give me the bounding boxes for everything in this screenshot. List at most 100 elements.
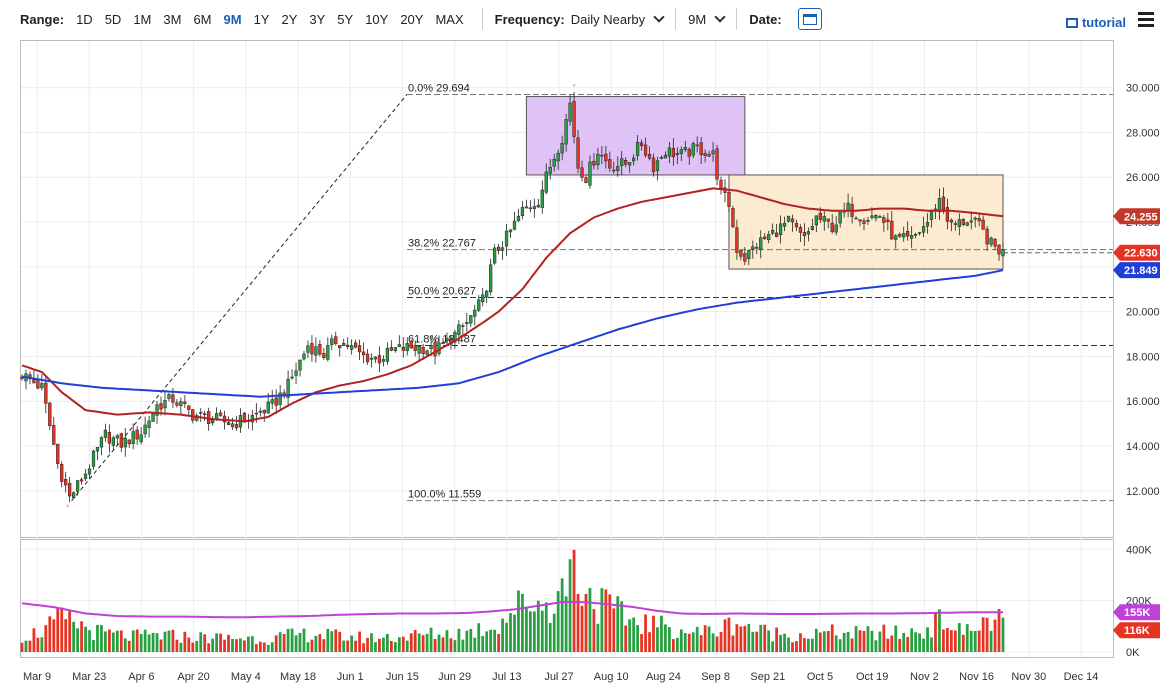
- volume-bar: [592, 609, 596, 652]
- volume-bar: [874, 640, 878, 652]
- x-tick-label: Nov 16: [959, 671, 994, 683]
- volume-bar: [624, 625, 628, 652]
- price-tick-label: 30.000: [1126, 83, 1160, 95]
- candle-body: [365, 353, 370, 363]
- volume-bar: [846, 631, 850, 652]
- frequency-dropdown[interactable]: Daily Nearby: [570, 11, 665, 27]
- range-button-max[interactable]: MAX: [435, 11, 464, 27]
- candle-body: [226, 422, 231, 425]
- volume-bar: [687, 633, 691, 652]
- range-button-1d[interactable]: 1D: [76, 11, 93, 27]
- candle-body: [135, 429, 139, 440]
- volume-bar: [493, 629, 497, 652]
- candle-body: [433, 342, 437, 357]
- badge-last-price-text: 22.630: [1124, 248, 1158, 260]
- range-button-3y[interactable]: 3Y: [309, 11, 326, 27]
- volume-bar: [20, 642, 24, 652]
- volume-bar: [580, 605, 584, 652]
- candle-body: [858, 219, 862, 222]
- candle-body: [806, 231, 811, 235]
- volume-bar: [378, 638, 381, 652]
- volume-bar: [207, 643, 211, 652]
- candle-body: [977, 218, 981, 222]
- range-button-9m[interactable]: 9M: [223, 11, 242, 27]
- range-button-5y[interactable]: 5Y: [337, 11, 354, 27]
- candle-body: [608, 159, 612, 169]
- volume-bar: [195, 640, 199, 652]
- volume-bar: [763, 624, 767, 652]
- volume-bar: [187, 637, 191, 652]
- volume-bar: [660, 615, 663, 652]
- volume-bar: [588, 588, 592, 652]
- candle-body: [481, 294, 485, 303]
- candle-body: [99, 437, 104, 448]
- range-button-1m[interactable]: 1M: [133, 11, 152, 27]
- candle-body: [131, 431, 135, 444]
- candle-body: [401, 346, 405, 351]
- volume-bar: [854, 626, 858, 652]
- candle-body: [957, 219, 961, 227]
- candle-body: [874, 215, 878, 219]
- candle-body: [588, 161, 592, 186]
- volume-bar: [910, 628, 914, 652]
- volume-bar: [306, 642, 310, 652]
- candle-body: [91, 450, 96, 467]
- candle-body: [230, 423, 235, 428]
- moving-average-short-line: [21, 187, 1004, 423]
- range-button-2y[interactable]: 2Y: [281, 11, 298, 27]
- range-button-6m[interactable]: 6M: [193, 11, 212, 27]
- volume-bar: [584, 594, 588, 652]
- volume-bar: [513, 614, 516, 652]
- range-button-20y[interactable]: 20Y: [400, 11, 424, 27]
- x-tick-label: May 4: [231, 671, 261, 683]
- badge-last-price: 22.630: [1113, 244, 1160, 261]
- tutorial-link[interactable]: tutorial: [1065, 15, 1126, 30]
- volume-bar: [413, 630, 417, 652]
- period-dropdown[interactable]: 9M: [688, 11, 726, 27]
- badge-vol-avg-shape: [1113, 604, 1160, 621]
- badge-ma-long: 21.849: [1113, 262, 1160, 279]
- volume-bar: [850, 638, 854, 652]
- volume-bar: [465, 630, 469, 652]
- candle-body: [910, 235, 914, 239]
- candle-body: [993, 238, 997, 247]
- badge-ma-long-shape: [1113, 262, 1160, 279]
- candle-body: [711, 150, 715, 155]
- candle-body: [604, 153, 608, 162]
- candle-body: [663, 154, 668, 159]
- volume-bar: [417, 633, 421, 652]
- volume-bar: [604, 589, 608, 652]
- volume-bar: [449, 638, 453, 652]
- calendar-icon[interactable]: [797, 8, 822, 30]
- candle-body: [635, 141, 640, 156]
- volume-bar: [596, 623, 600, 652]
- range-button-10y[interactable]: 10Y: [365, 11, 389, 27]
- candle-body: [771, 229, 775, 234]
- volume-bar: [397, 637, 401, 652]
- candle-body: [32, 379, 36, 384]
- range-button-3m[interactable]: 3M: [163, 11, 182, 27]
- candle-body: [584, 177, 588, 183]
- candle-body: [540, 189, 544, 208]
- volume-bar: [616, 596, 620, 652]
- volume-bar: [906, 636, 910, 652]
- candle-body: [659, 157, 664, 159]
- volume-bar: [810, 638, 814, 652]
- range-button-5d[interactable]: 5D: [104, 11, 122, 27]
- candle-body: [159, 403, 163, 410]
- volume-bar: [969, 630, 973, 652]
- range-button-1y[interactable]: 1Y: [253, 11, 270, 27]
- x-tick-label: Mar 9: [23, 671, 51, 683]
- candle-body: [743, 253, 747, 262]
- volume-bar: [667, 627, 671, 652]
- candle-body: [632, 157, 636, 162]
- frequency-value: Daily Nearby: [570, 11, 646, 27]
- volume-bar: [393, 642, 397, 652]
- volume-bar: [167, 630, 171, 652]
- volume-bar: [838, 639, 842, 652]
- volume-bar: [902, 632, 906, 652]
- x-tick-label: Aug 10: [594, 671, 629, 683]
- volume-bar: [100, 625, 103, 652]
- volume-bar: [76, 628, 79, 652]
- menu-icon[interactable]: [1138, 12, 1154, 30]
